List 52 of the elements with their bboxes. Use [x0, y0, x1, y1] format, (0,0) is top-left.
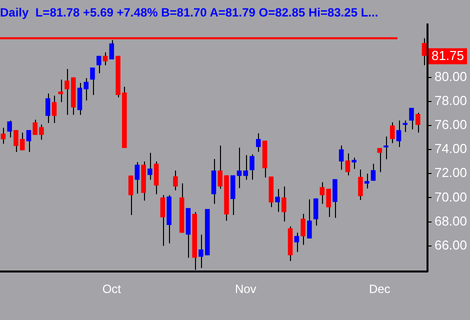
annotation: 81.75	[431, 48, 464, 63]
candlestick	[128, 175, 134, 216]
candlestick	[390, 122, 395, 144]
candlestick	[45, 92, 50, 124]
candlestick	[256, 132, 261, 152]
candlestick	[154, 160, 159, 195]
candlestick	[409, 107, 414, 130]
candlestick	[90, 66, 95, 96]
candlestick	[109, 40, 114, 60]
y-tick-label: 74.00	[434, 141, 468, 156]
candlestick	[96, 55, 102, 74]
x-tick-label: Oct	[102, 282, 122, 296]
candlestick	[300, 213, 306, 246]
candlestick	[416, 112, 420, 134]
candlestick	[294, 232, 300, 252]
candlestick	[402, 120, 408, 132]
y-tick-label: 72.00	[434, 165, 468, 180]
y-tick-label: 80.00	[434, 68, 468, 84]
x-tick-label: Dec	[368, 282, 390, 296]
candlestick	[313, 198, 318, 226]
y-tick-label: 78.00	[434, 93, 468, 108]
candlestick	[102, 52, 108, 66]
candlestick	[7, 120, 12, 138]
candlestick	[338, 144, 344, 170]
candlestick	[345, 152, 350, 176]
candlestick	[358, 169, 363, 200]
x-tick-label: Nov	[234, 282, 256, 296]
candlestick	[160, 194, 166, 246]
candlestick	[148, 152, 152, 180]
candlestick	[332, 178, 338, 218]
candlestick	[364, 173, 370, 189]
candlestick	[384, 136, 388, 160]
chart-title: Daily L=81.78 +5.69 +7.48% B=81.70 A=81.79 O=82.85 Hi=83.25 L...	[0, 6, 378, 20]
candlestick	[52, 95, 57, 124]
y-tick-label: 68.00	[434, 213, 468, 228]
candlestick	[275, 188, 280, 212]
candlestick	[58, 79, 64, 103]
candlestick	[370, 163, 376, 182]
candlestick	[282, 186, 286, 222]
candlestick	[377, 148, 382, 173]
candlestick	[134, 162, 140, 194]
y-tick-label: 70.00	[434, 189, 468, 204]
candlestick	[211, 158, 216, 204]
y-tick-label: 66.00	[434, 237, 468, 252]
candlestick	[396, 120, 402, 148]
candlestick	[0, 127, 6, 144]
candlestick	[173, 170, 178, 191]
candlestick	[307, 198, 312, 240]
y-tick-label: 76.00	[434, 117, 468, 132]
candlestick	[26, 130, 32, 152]
candlestick	[352, 157, 356, 170]
candlestick	[250, 154, 254, 180]
